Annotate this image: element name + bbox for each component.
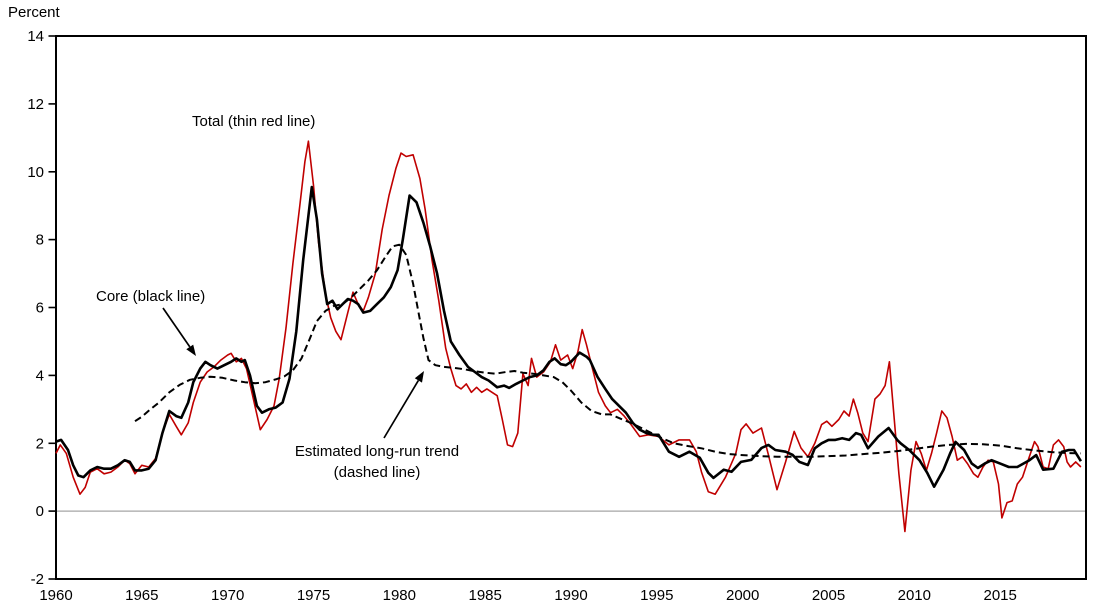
trend-annotation-line1: Estimated long-run trend [294, 443, 460, 460]
trend-annotation-arrow-head [414, 371, 424, 383]
core-series-annotation: Core (black line) [96, 288, 206, 305]
plot-border [55, 35, 1087, 580]
trend-annotation-line2: (dashed line) [333, 464, 421, 481]
x-tick-label: 2015 [984, 587, 1017, 604]
y-tick-label: 14 [27, 28, 44, 45]
x-tick-label: 1960 [39, 587, 72, 604]
trend-series-annotation: Estimated long-run trend (dashed line) [277, 441, 477, 483]
total-series-annotation: Total (thin red line) [192, 113, 316, 130]
x-tick-label: 1980 [383, 587, 416, 604]
x-tick-label: 1965 [125, 587, 158, 604]
core-annotation-arrow [162, 307, 191, 348]
y-tick-label: -2 [31, 571, 44, 588]
y-tick-label: 0 [36, 503, 44, 520]
x-tick-label: 2000 [726, 587, 759, 604]
x-tick-label: 1995 [640, 587, 673, 604]
y-tick-label: 2 [36, 435, 44, 452]
y-tick-label: 8 [36, 232, 44, 249]
x-tick-label: 1970 [211, 587, 244, 604]
y-tick-label: 10 [27, 164, 44, 181]
x-tick-label: 2010 [898, 587, 931, 604]
x-tick-label: 2005 [812, 587, 845, 604]
x-tick-label: 1990 [554, 587, 587, 604]
trend-line [134, 243, 1081, 458]
x-tick-label: 1975 [297, 587, 330, 604]
core-annotation-arrow-head [186, 344, 196, 356]
trend-annotation-arrow [383, 379, 420, 439]
y-tick-label: 12 [27, 96, 44, 113]
y-tick-label: 6 [36, 300, 44, 317]
core-line [55, 185, 1083, 489]
x-tick-label: 1985 [469, 587, 502, 604]
y-tick-label: 4 [36, 367, 44, 384]
y-axis-title: Percent [8, 4, 60, 21]
